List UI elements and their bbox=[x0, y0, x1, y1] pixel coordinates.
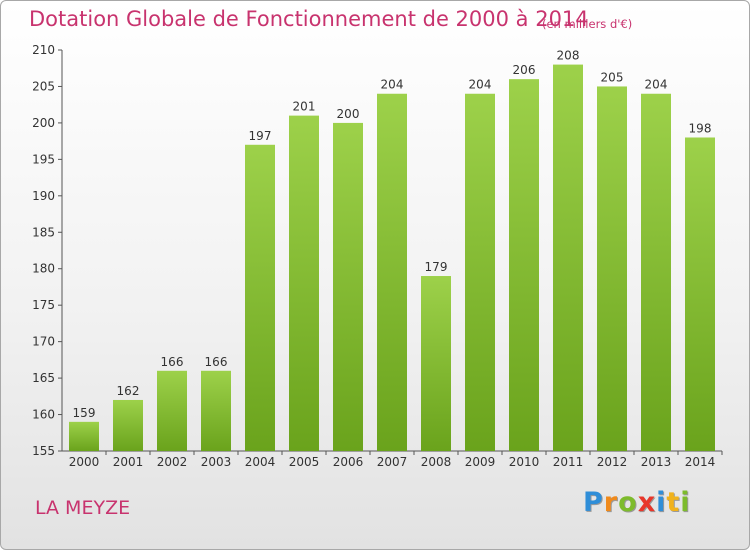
y-tick-label: 210 bbox=[32, 43, 55, 57]
y-tick-label: 190 bbox=[32, 189, 55, 203]
bar-value-label: 205 bbox=[601, 70, 624, 84]
y-tick-label: 205 bbox=[32, 79, 55, 93]
bar bbox=[333, 122, 363, 451]
y-tick-label: 200 bbox=[32, 116, 55, 130]
x-tick-label: 2014 bbox=[685, 455, 716, 469]
bar bbox=[377, 93, 407, 451]
x-tick-label: 2012 bbox=[597, 455, 628, 469]
chart-unit-note: (en milliers d'€) bbox=[542, 17, 633, 31]
logo-letter: P bbox=[583, 487, 604, 518]
y-tick-label: 155 bbox=[32, 444, 55, 458]
bar bbox=[465, 93, 495, 451]
bar-value-label: 166 bbox=[205, 355, 228, 369]
proxiti-logo[interactable]: Proxiti bbox=[583, 487, 691, 518]
bar-value-label: 162 bbox=[117, 384, 140, 398]
bar bbox=[509, 79, 539, 451]
bar-value-label: 166 bbox=[161, 355, 184, 369]
x-tick-label: 2001 bbox=[113, 455, 144, 469]
bar bbox=[113, 399, 143, 451]
bar bbox=[157, 370, 187, 451]
y-tick-label: 170 bbox=[32, 335, 55, 349]
logo-letter: t bbox=[666, 487, 681, 518]
chart-title: Dotation Globale de Fonctionnement de 20… bbox=[29, 7, 589, 31]
x-tick-label: 2007 bbox=[377, 455, 408, 469]
y-tick-label: 195 bbox=[32, 152, 55, 166]
x-tick-label: 2010 bbox=[509, 455, 540, 469]
x-tick-label: 2009 bbox=[465, 455, 496, 469]
x-tick-label: 2003 bbox=[201, 455, 232, 469]
bar bbox=[553, 64, 583, 451]
bar bbox=[201, 370, 231, 451]
bar-value-label: 200 bbox=[337, 107, 360, 121]
y-tick-label: 160 bbox=[32, 408, 55, 422]
logo-letter: o bbox=[618, 487, 638, 518]
bar bbox=[685, 137, 715, 451]
x-tick-label: 2013 bbox=[641, 455, 672, 469]
bar bbox=[289, 115, 319, 452]
x-tick-label: 2005 bbox=[289, 455, 320, 469]
bar bbox=[421, 276, 451, 451]
bar-value-label: 204 bbox=[469, 78, 492, 92]
x-tick-label: 2006 bbox=[333, 455, 364, 469]
bar-value-label: 201 bbox=[293, 100, 316, 114]
x-tick-label: 2004 bbox=[245, 455, 276, 469]
bar-value-label: 197 bbox=[249, 129, 272, 143]
bar bbox=[69, 421, 99, 451]
bar bbox=[641, 93, 671, 451]
bar bbox=[597, 86, 627, 452]
bar-value-label: 179 bbox=[425, 260, 448, 274]
bar-value-label: 204 bbox=[381, 78, 404, 92]
x-tick-label: 2002 bbox=[157, 455, 188, 469]
logo-letter: r bbox=[603, 487, 619, 518]
x-tick-label: 2011 bbox=[553, 455, 584, 469]
x-tick-label: 2008 bbox=[421, 455, 452, 469]
y-tick-label: 165 bbox=[32, 371, 55, 385]
y-tick-label: 180 bbox=[32, 262, 55, 276]
commune-name: LA MEYZE bbox=[35, 497, 131, 519]
y-tick-label: 185 bbox=[32, 225, 55, 239]
y-tick-label: 175 bbox=[32, 298, 55, 312]
bar-value-label: 198 bbox=[689, 121, 712, 135]
logo-letter: x bbox=[637, 487, 657, 518]
bar bbox=[245, 144, 275, 452]
bar-value-label: 204 bbox=[645, 78, 668, 92]
bar-value-label: 206 bbox=[513, 63, 536, 77]
logo-letter: i bbox=[680, 487, 691, 518]
bar-value-label: 208 bbox=[557, 49, 580, 63]
bar-value-label: 159 bbox=[73, 406, 96, 420]
logo-letter: i bbox=[656, 487, 667, 518]
x-tick-label: 2000 bbox=[69, 455, 100, 469]
